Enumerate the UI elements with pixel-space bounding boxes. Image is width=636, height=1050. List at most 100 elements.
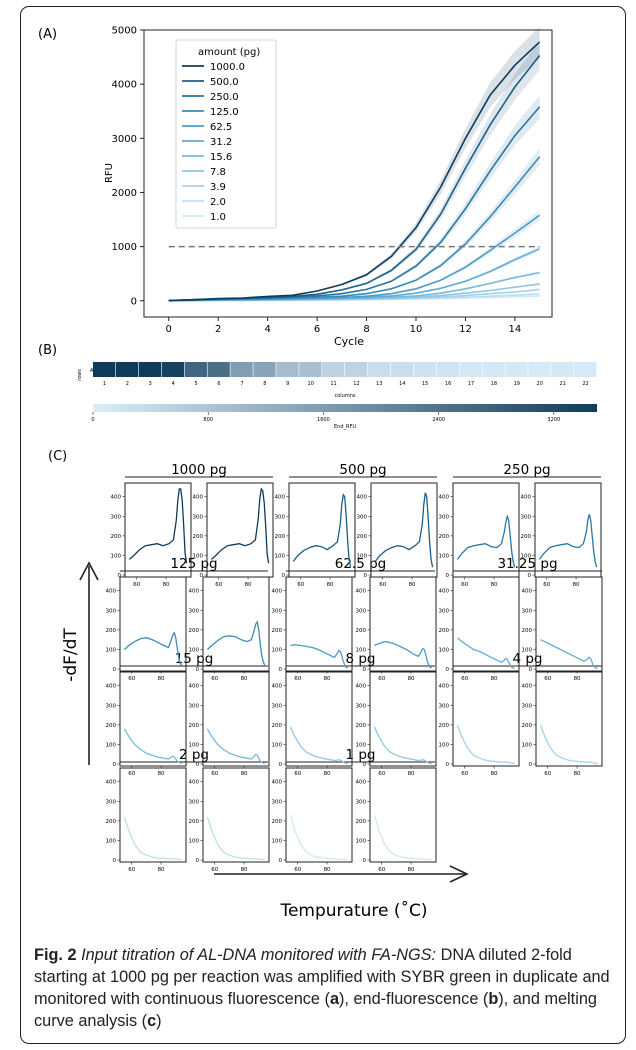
y-tick-label: 300 [356, 799, 367, 805]
group-label: 1000 pg [171, 462, 227, 478]
heatmap-cell [505, 362, 528, 377]
heatmap-row-label: A [90, 368, 94, 374]
colorbar-label: End_RFU [334, 424, 356, 430]
qpcr-amplification-chart: RFU Cycle 0 2 4 6 8 10 12 14 0 1000 2000 3000 4000 50… [104, 26, 553, 348]
heatmap-cell [574, 362, 597, 377]
x-tick-label: 80 [408, 676, 415, 682]
subplot-frame [285, 767, 353, 863]
column-tick-label: 2 [126, 381, 129, 387]
y-tick-label: 400 [106, 684, 117, 690]
y-tick-label: 300 [356, 608, 367, 614]
y-tick-label: 100 [357, 553, 368, 559]
y-tick-label: 300 [357, 514, 368, 520]
legend: amount (pg) 1000.0 500.0 250.0 125.0 62.5 31.… [175, 39, 277, 229]
y-tick-label: 100 [272, 838, 283, 844]
heatmap-cell [482, 362, 505, 377]
caption-text: ), end-fluorescence ( [339, 990, 489, 1008]
y-tick-label: 100 [189, 838, 200, 844]
subplot-frame [119, 767, 187, 863]
y-tick-label: 200 [272, 819, 283, 825]
y-tick-label: 400 [522, 684, 533, 690]
subplot-frame [452, 576, 520, 672]
subplot-frame [369, 671, 437, 767]
colorbar-tick-label: 3200 [547, 417, 560, 423]
legend-entry: 500.0 [210, 77, 239, 88]
melt-curve [292, 493, 352, 568]
subplot-frame [285, 671, 353, 767]
melt-curve [206, 728, 265, 764]
column-tick-label: 12 [353, 381, 359, 387]
column-tick-label: 10 [307, 381, 313, 387]
x-tick-label: 60 [215, 582, 222, 588]
series-band [168, 40, 540, 301]
y-tick-label: 400 [111, 495, 122, 501]
heatmap-cell [528, 362, 551, 377]
x-tick-label: 60 [543, 582, 550, 588]
group-label: 8 pg [345, 651, 375, 667]
x-axis-label: Cycle [334, 335, 364, 348]
y-tick-label: 400 [193, 495, 204, 501]
y-tick-label: 400 [106, 780, 117, 786]
y-tick-label: 400 [275, 495, 286, 501]
x-tick-label: 80 [241, 867, 248, 873]
caption-text: ), and melting curve analysis ( [34, 990, 597, 1030]
y-tick-label: 200 [356, 723, 367, 729]
x-tick-label: 60 [461, 771, 468, 777]
x-tick-label: 60 [211, 867, 218, 873]
y-tick-label: 100 [106, 647, 117, 653]
y-tick-label: 200 [439, 628, 450, 634]
caption-ref-c: c [147, 1012, 157, 1030]
x-tick-label: 60 [294, 867, 301, 873]
melt-curve [374, 640, 432, 669]
y-tick-label: 100 [522, 742, 533, 748]
y-tick-label: 300 [272, 703, 283, 709]
group-label: 125 pg [170, 556, 217, 572]
subplot-frame [202, 671, 270, 767]
y-tick-label: 0 [529, 667, 533, 673]
heatmap-cell [299, 362, 322, 377]
y-tick-label: 200 [439, 534, 450, 540]
y-tick-label: 100 [275, 553, 286, 559]
panel-label-c: (C) [48, 449, 67, 464]
series-line [168, 41, 541, 302]
x-tick-label: 60 [211, 676, 218, 682]
subplot-frame [369, 767, 437, 863]
y-tick-label: 0 [282, 573, 286, 579]
x-tick-label: 80 [408, 867, 415, 873]
column-tick-label: 5 [194, 381, 197, 387]
melt-curve [206, 816, 265, 861]
y-tick-label: 100 [439, 742, 450, 748]
melt-curve [123, 728, 182, 764]
x-tick-label: 80 [491, 582, 498, 588]
y-tick-label: 200 [275, 534, 286, 540]
y-tick-label: 300 [189, 799, 200, 805]
column-tick-label: 22 [582, 381, 588, 387]
melt-curve [210, 487, 270, 564]
legend-entry: 125.0 [210, 107, 239, 118]
y-tick-label: 0 [363, 762, 367, 768]
column-tick-label: 8 [263, 381, 266, 387]
x-tick-label: 80 [158, 676, 165, 682]
column-tick-label: 14 [399, 381, 405, 387]
y-tick-label: 0 [113, 762, 117, 768]
y-tick-label: 0 [279, 667, 283, 673]
subplot-frame [119, 576, 187, 672]
y-tick-label: 4000 [112, 80, 137, 91]
x-tick-label: 4 [264, 324, 270, 335]
melt-curve [540, 639, 598, 669]
y-tick-label: 200 [439, 723, 450, 729]
y-tick-label: 400 [356, 780, 367, 786]
melt-curve [373, 726, 432, 765]
x-axis-arrow [214, 865, 469, 883]
series-band [168, 210, 540, 301]
x-tick-label: 80 [408, 771, 415, 777]
colorbar [93, 404, 597, 412]
x-tick-label: 80 [158, 771, 165, 777]
y-tick-label: 200 [356, 819, 367, 825]
colorbar-tick-label: 0 [91, 417, 94, 423]
column-tick-label: 9 [286, 381, 289, 387]
heatmap-cell [459, 362, 482, 377]
legend-entry: 31.2 [210, 137, 232, 148]
y-tick-label: 200 [189, 723, 200, 729]
